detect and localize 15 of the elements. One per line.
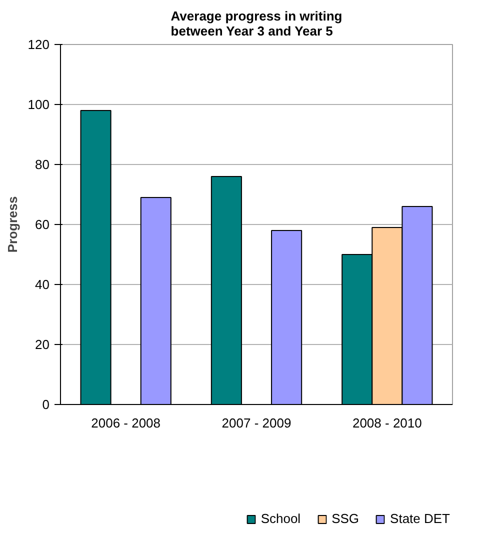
legend-label: SSG <box>332 511 360 526</box>
y-tick-label: 0 <box>42 397 50 412</box>
y-tick-label: 20 <box>35 337 50 352</box>
y-tick-label: 100 <box>28 97 50 112</box>
chart-title: Average progress in writing between Year 3 and Year 5 <box>170 8 342 38</box>
y-tick-label: 60 <box>35 217 50 232</box>
x-tick-label: 2007 - 2009 <box>222 416 292 430</box>
y-axis-title: Progress <box>4 196 20 253</box>
legend-label: State DET <box>390 511 450 526</box>
y-tick-label: 40 <box>35 277 50 292</box>
legend-label: School <box>260 511 301 526</box>
x-tick-label: 2006 - 2008 <box>91 416 161 430</box>
x-tick-label: 2008 - 2010 <box>352 416 422 430</box>
y-tick-label: 80 <box>35 157 50 172</box>
y-tick-label: 120 <box>28 37 50 52</box>
